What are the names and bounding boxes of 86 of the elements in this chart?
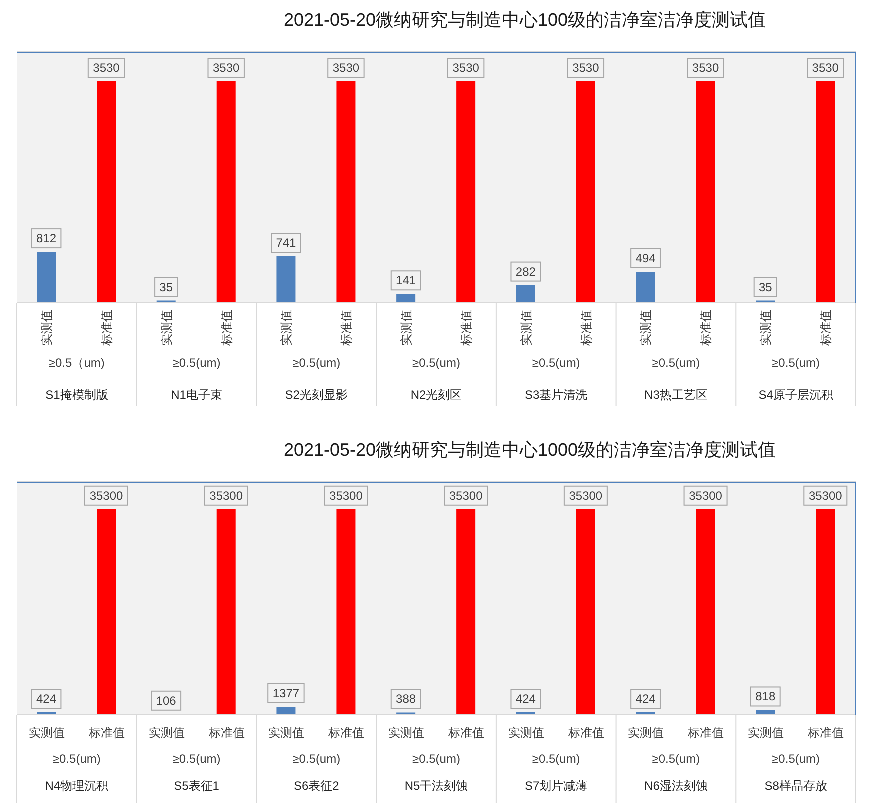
series-label: 标准值: [687, 726, 724, 740]
data-label: 35300: [569, 488, 603, 503]
data-label: 812: [36, 232, 57, 246]
text: 标准值: [100, 310, 114, 347]
text: 实测值: [519, 310, 534, 346]
text: 实测值: [400, 310, 414, 346]
x-tick-label: N6湿法刻蚀: [644, 779, 708, 793]
text: ≥0.5(um): [532, 356, 580, 370]
data-label: 424: [636, 692, 656, 706]
text: ≥0.5（um): [48, 356, 105, 370]
text: 实测值: [148, 726, 185, 740]
x-tick-label: S1掩模制版: [46, 388, 108, 402]
text: ≥0.5(um): [652, 752, 700, 766]
x-tick-label: S5表征1: [174, 779, 220, 793]
data-label: 3530: [332, 60, 360, 75]
x-tick-label: N4物理沉积: [45, 779, 109, 793]
chart-title: 2021-05-20微纳研究与制造中心1000级的洁净室洁净度测试值: [284, 439, 776, 461]
text: 实测值: [388, 726, 424, 740]
text: 实测值: [759, 310, 774, 346]
text: ≥0.5(um): [172, 356, 221, 370]
text: 标准值: [340, 310, 354, 346]
data-label: 494: [636, 252, 656, 266]
text: ≥0.5(um): [412, 356, 460, 370]
x-tick-label: N3热工艺区: [644, 388, 708, 402]
text: ≥0.5(um): [772, 752, 820, 766]
text: 实测值: [639, 310, 654, 346]
text: 标准值: [460, 310, 474, 346]
text: 标准值: [328, 726, 365, 740]
x-tick-label: N1电子束: [171, 388, 222, 402]
data-label: 35: [160, 280, 174, 294]
x-tick-label: S7划片减薄: [525, 779, 588, 793]
text: 标准值: [448, 726, 484, 740]
text: 标准值: [208, 726, 245, 740]
text: 实测值: [28, 726, 65, 740]
text: ≥0.5(um): [532, 752, 580, 766]
text: ≥0.5(um): [292, 356, 341, 370]
data-label: 741: [276, 236, 297, 250]
text: 标准值: [88, 726, 125, 740]
x-tick-label: S8样品存放: [764, 779, 828, 793]
text: ≥0.5(um): [52, 752, 101, 766]
chart-title: 2021-05-20微纳研究与制造中心100级的洁净室洁净度测试值: [284, 9, 766, 31]
text: 标准值: [808, 726, 844, 740]
data-label: 1377: [272, 686, 300, 700]
data-label: 3530: [452, 60, 480, 75]
text: ≥0.5(um): [772, 356, 820, 370]
data-label: 35: [758, 280, 773, 294]
data-label: 141: [396, 274, 416, 288]
text: 标准值: [220, 310, 234, 346]
text: 实测值: [280, 310, 294, 346]
text: 实测值: [268, 726, 305, 740]
data-label: 282: [516, 264, 536, 279]
data-label: 35300: [210, 488, 244, 503]
text: 实测值: [508, 726, 544, 740]
x-tick-label: S6表征2: [294, 779, 340, 793]
text: ≥0.5(um): [172, 752, 221, 766]
data-label: 35300: [689, 488, 723, 503]
data-label: 388: [396, 692, 416, 706]
data-label: 818: [756, 690, 776, 704]
data-label: 3530: [93, 60, 120, 75]
series-label: 实测值: [628, 726, 664, 740]
x-tick-label: S4原子层沉积: [758, 388, 834, 402]
data-label: 3530: [812, 60, 840, 75]
data-label: 3530: [692, 60, 720, 75]
text: ≥0.5(um): [652, 356, 700, 370]
text: 标准值: [699, 310, 714, 346]
text: 标准值: [579, 310, 594, 346]
text: 标准值: [819, 310, 834, 346]
text: ≥0.5(um): [292, 752, 341, 766]
data-label: 35300: [90, 488, 124, 503]
data-label: 3530: [213, 60, 240, 75]
text: 实测值: [40, 310, 54, 346]
x-tick-label: S2光刻显影: [285, 388, 348, 402]
data-label: 35300: [330, 488, 364, 503]
x-tick-label: N2光刻区: [410, 388, 462, 402]
x-tick-label: S3基片清洗: [525, 388, 588, 402]
data-label: 424: [516, 692, 536, 706]
data-label: 35300: [808, 488, 843, 503]
data-label: 3530: [572, 60, 600, 75]
text: 实测值: [160, 310, 174, 346]
text: 实测值: [748, 726, 784, 740]
x-tick-label: N5干法刻蚀: [404, 779, 468, 793]
data-label: 424: [36, 692, 57, 706]
data-label: 106: [156, 694, 177, 708]
data-label: 35300: [449, 488, 484, 503]
text: 标准值: [568, 726, 604, 740]
text: ≥0.5(um): [412, 752, 460, 766]
